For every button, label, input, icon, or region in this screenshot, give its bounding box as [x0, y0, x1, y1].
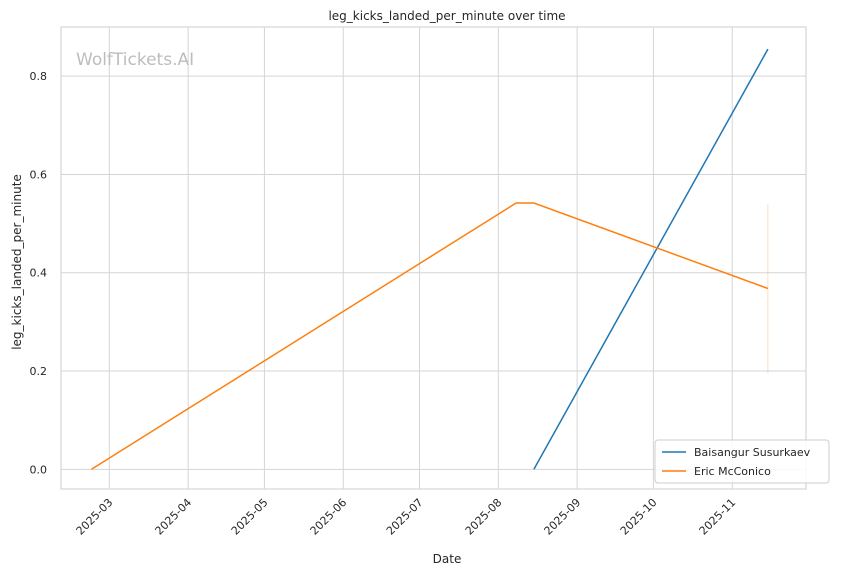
y-tick-labels: 0.0 0.2 0.4 0.6 0.8 [30, 70, 48, 476]
x-tick-label: 2025-04 [153, 496, 195, 538]
legend-box [654, 439, 830, 484]
y-tick-label: 0.8 [30, 70, 48, 83]
x-tick-label: 2025-03 [74, 496, 116, 538]
y-tick-label: 0.2 [30, 365, 48, 378]
series-line-0 [533, 48, 769, 470]
legend: Baisangur Susurkaev Eric McConico [654, 439, 830, 484]
x-tick-label: 2025-06 [308, 496, 350, 538]
legend-label-1: Eric McConico [694, 465, 771, 478]
x-tick-label: 2025-11 [697, 496, 739, 538]
x-tick-label: 2025-09 [542, 496, 584, 538]
series-line-1 [91, 202, 769, 470]
x-tick-label: 2025-10 [618, 496, 660, 538]
y-axis-label: leg_kicks_landed_per_minute [10, 174, 24, 350]
x-tick-label: 2025-08 [463, 496, 505, 538]
x-tick-label: 2025-05 [229, 496, 271, 538]
y-tick-label: 0.6 [30, 168, 48, 181]
legend-label-0: Baisangur Susurkaev [694, 446, 811, 459]
chart-title: leg_kicks_landed_per_minute over time [328, 9, 565, 23]
x-axis-label: Date [433, 552, 462, 566]
plot-area [60, 26, 807, 490]
watermark: WolfTickets.AI [76, 50, 194, 70]
y-tick-label: 0.0 [30, 463, 48, 476]
x-tick-label: 2025-07 [384, 496, 426, 538]
y-tick-label: 0.4 [30, 267, 48, 280]
x-tick-labels: 2025-03 2025-04 2025-05 2025-06 2025-07 2025-… [74, 496, 739, 538]
series-lines [91, 48, 769, 470]
